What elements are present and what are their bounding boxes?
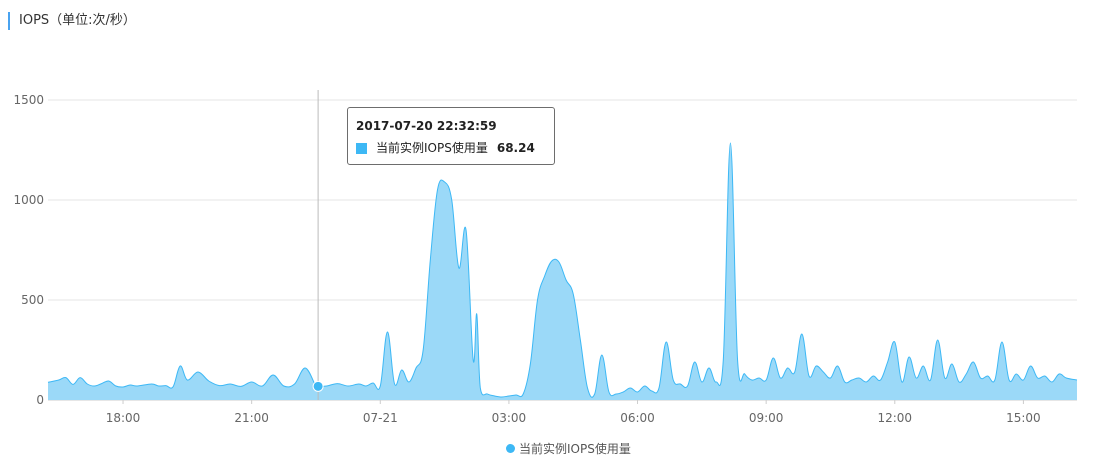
tooltip-series-name: 当前实例IOPS使用量 — [376, 141, 488, 155]
y-tick-label: 1000 — [13, 193, 44, 207]
x-tick-label: 03:00 — [492, 411, 527, 425]
series-area-layer — [47, 142, 1078, 400]
legend-item[interactable]: 当前实例IOPS使用量 — [506, 440, 631, 456]
x-tick-label: 09:00 — [749, 411, 784, 425]
x-tick-label: 18:00 — [106, 411, 141, 425]
legend-label: 当前实例IOPS使用量 — [519, 441, 631, 456]
tooltip-series-swatch — [356, 142, 367, 154]
y-tick-label: 500 — [21, 293, 44, 307]
x-tick-label: 12:00 — [877, 411, 912, 425]
tooltip-time: 2017-07-20 22:32:59 — [356, 119, 497, 133]
hover-point-marker — [312, 380, 324, 392]
hover-cursor-layer — [312, 90, 324, 400]
x-tick-label: 07-21 — [363, 411, 398, 425]
x-tick-label: 06:00 — [620, 411, 655, 425]
axis-layer: 0 500 1000 1500 18:00 21:00 07-21 03:00 06:00 09:… — [13, 93, 1040, 425]
y-tick-label: 1500 — [13, 93, 44, 107]
panel-title: IOPS（单位:次/秒） — [8, 12, 136, 30]
tooltip-series-value: 68.24 — [496, 141, 535, 155]
legend-dot-icon — [506, 443, 515, 453]
y-tick-label: 0 — [36, 393, 44, 407]
series-line — [47, 142, 1078, 398]
hover-tooltip: 2017-07-20 22:32:59 当前实例IOPS使用量 68.24 — [347, 107, 555, 165]
x-tick-label: 21:00 — [234, 411, 269, 425]
x-tick-label: 15:00 — [1006, 411, 1041, 425]
tooltip-series-row: 当前实例IOPS使用量 68.24 — [356, 140, 546, 156]
